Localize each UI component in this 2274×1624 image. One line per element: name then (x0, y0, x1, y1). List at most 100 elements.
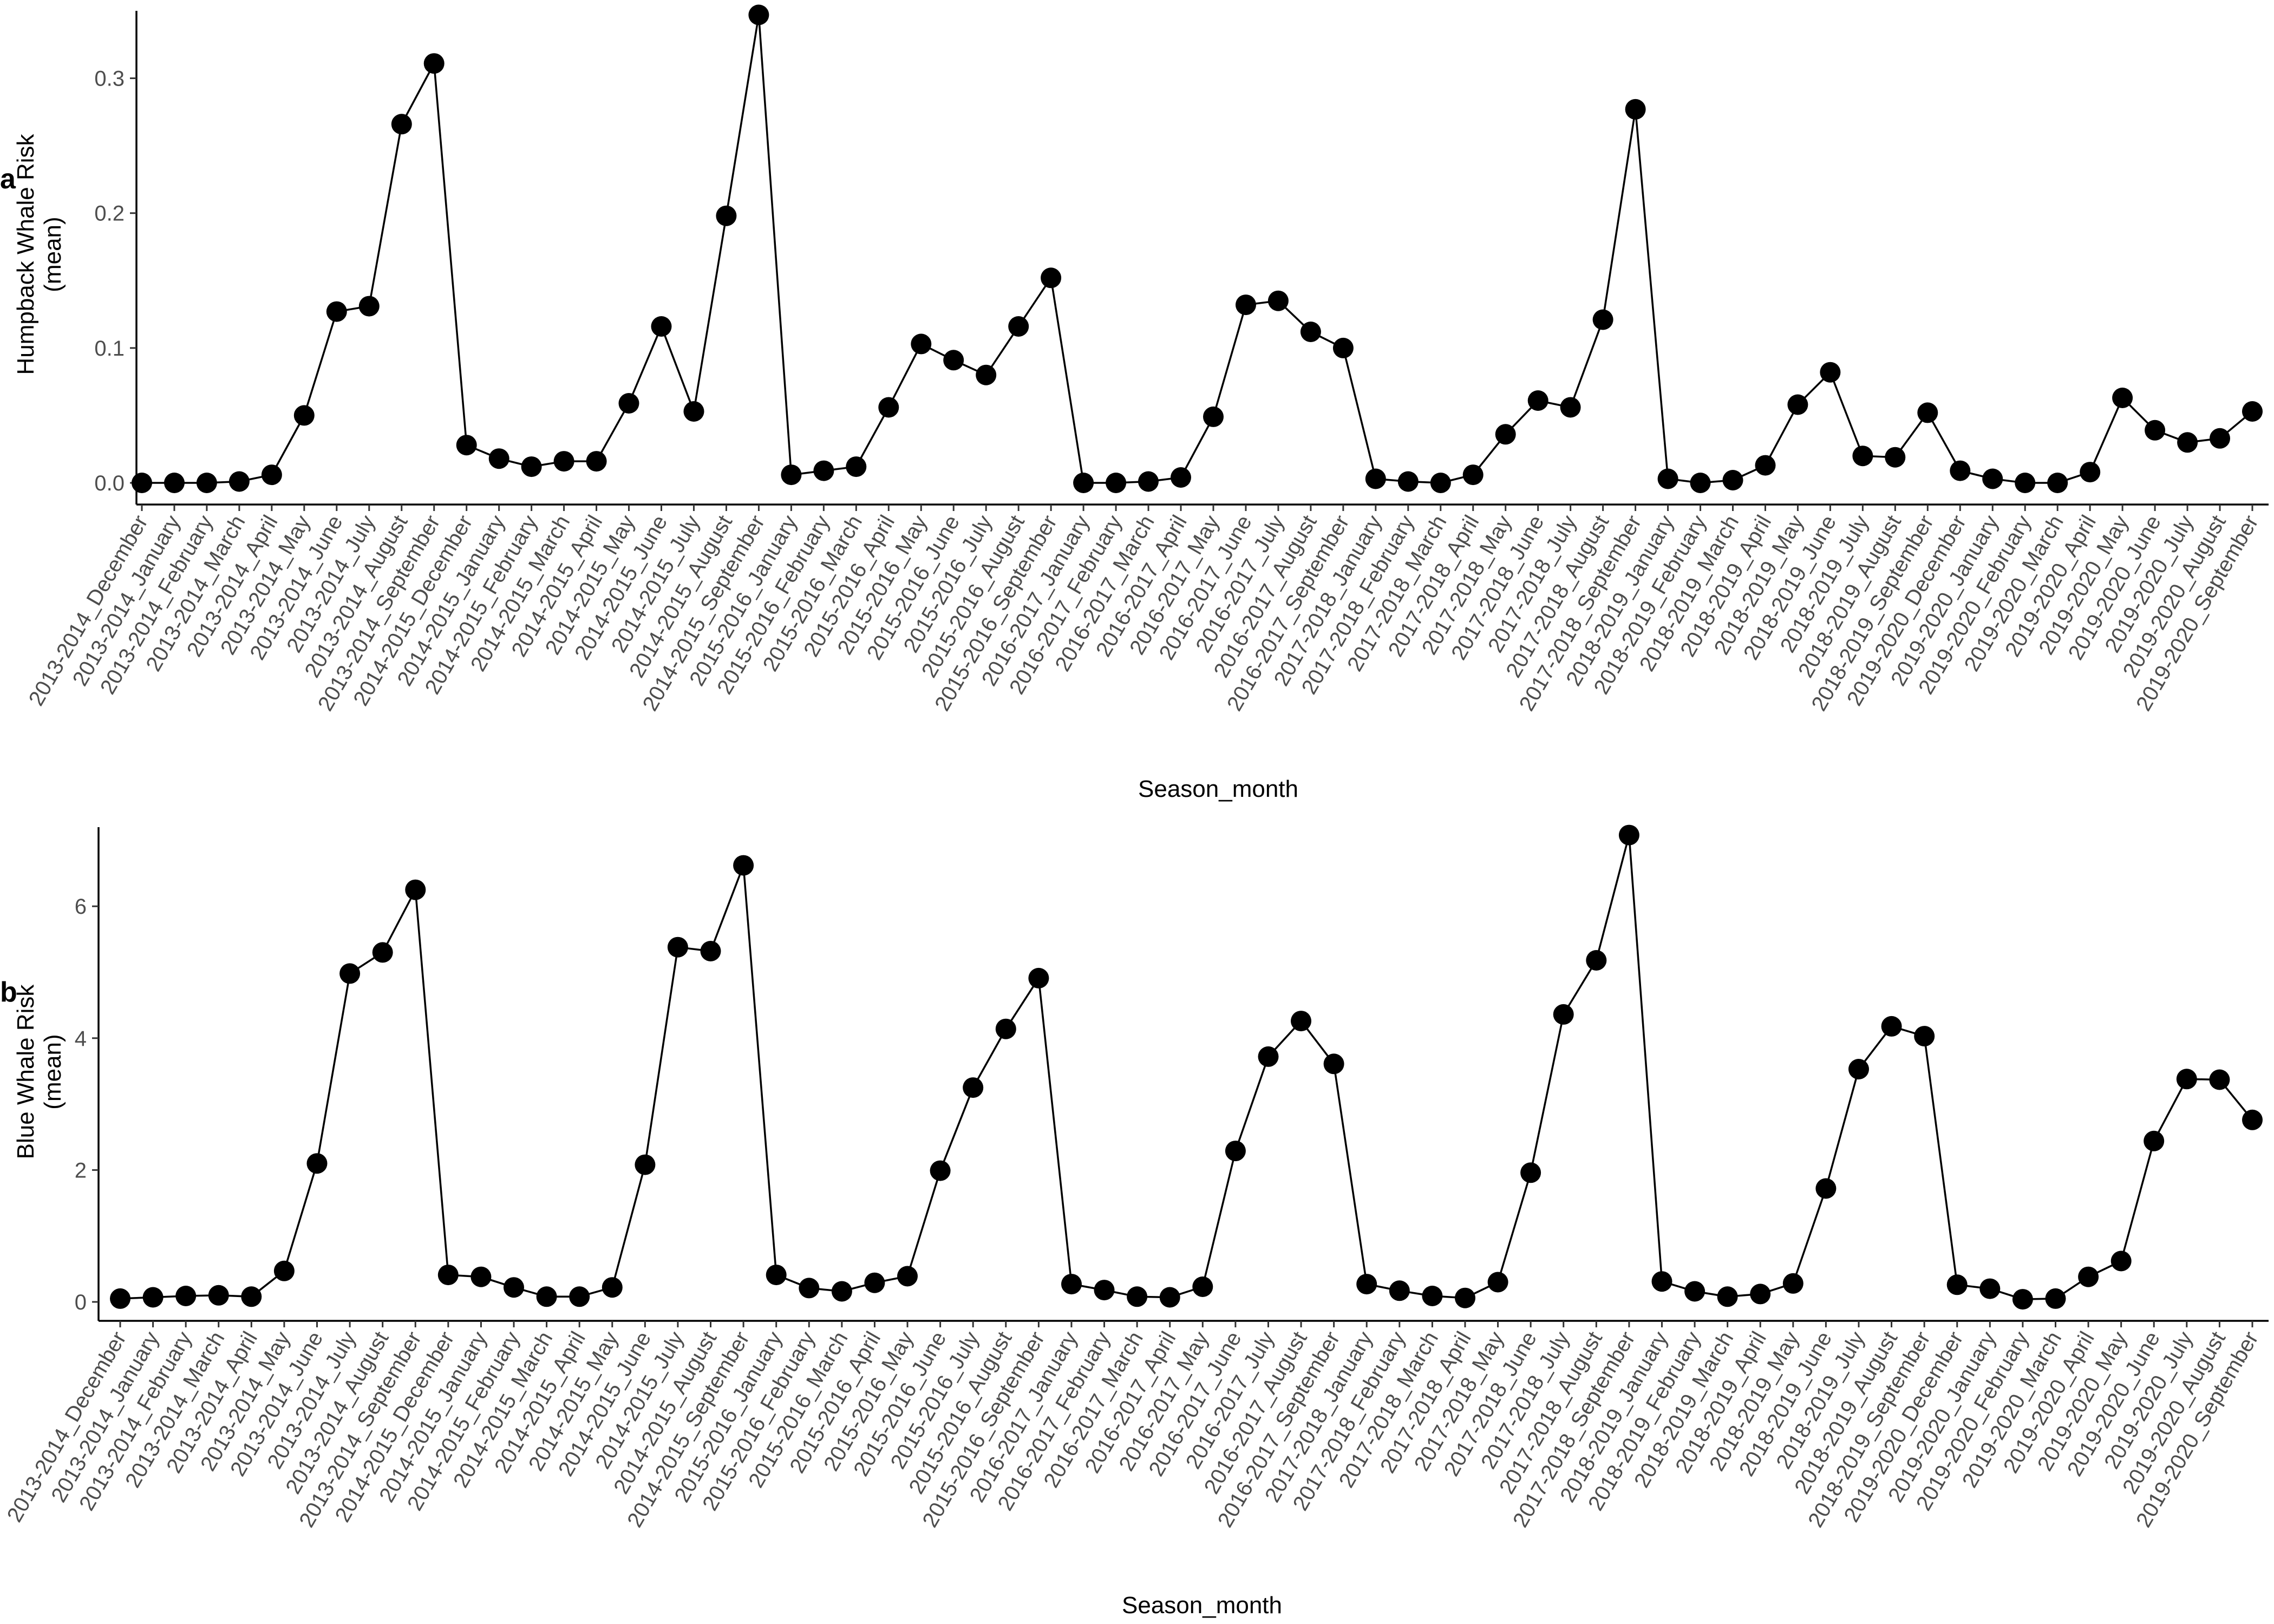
panel-a-data-point (2080, 462, 2101, 483)
panel-b-data-point (1094, 1280, 1115, 1301)
panel-a-data-point (943, 350, 964, 371)
panel-a-data-point (878, 397, 899, 418)
panel-a-y-tick-label: 0.3 (94, 67, 125, 91)
panel-b-data-point (602, 1277, 623, 1298)
panel-b-data-point (142, 1287, 164, 1308)
panel-b-data-point (667, 937, 688, 958)
panel-b-data-point (306, 1153, 328, 1174)
panel-a-data-point (1138, 471, 1159, 492)
panel-b-data-point (1127, 1286, 1148, 1307)
panel-b-data-point (372, 942, 393, 963)
panel-a-data-point (813, 460, 834, 481)
panel-b-data-point (2144, 1130, 2165, 1151)
panel-b-data-point (1881, 1016, 1902, 1037)
panel-b-data-point (1914, 1026, 1935, 1047)
panel-a-data-point (293, 405, 315, 426)
panel-b-data-point (1946, 1274, 1968, 1295)
panel-b-data-point (2242, 1109, 2263, 1130)
panel-b-data-point (1159, 1287, 1180, 1308)
panel-b-data-point (2176, 1069, 2197, 1090)
panel-b-y-axis-title-line2: (mean) (40, 1034, 66, 1109)
panel-b-data-point (1455, 1287, 1475, 1308)
panel-a-data-point (488, 448, 509, 469)
panel-a-y-tick-label: 0.2 (94, 202, 125, 226)
panel-a-data-point (1950, 460, 1971, 481)
panel-a-data-point (1008, 316, 1029, 337)
panel-a-data-point (1300, 322, 1321, 342)
panel-a-data-point (1106, 473, 1127, 493)
panel-a-data-point (1722, 470, 1743, 490)
panel-a-data-point (1820, 362, 1841, 383)
panel-b-data-point (241, 1286, 262, 1307)
panel-a-data-point (1885, 447, 1906, 468)
panel-a-data-point (1625, 99, 1646, 120)
panel-b-series-line (120, 835, 2253, 1300)
panel-a-y-tick-label: 0.0 (94, 472, 125, 495)
panel-a-data-point (846, 456, 867, 477)
panel-b-data-point (1225, 1141, 1246, 1162)
panel-a-data-point (1787, 394, 1808, 415)
panel-b-y-tick-label: 6 (75, 895, 87, 919)
panel-b-data-point (766, 1265, 787, 1286)
panel-a-data-point (1171, 467, 1191, 488)
panel-a-x-axis-title: Season_month (1138, 776, 1298, 802)
panel-a-data-point (1690, 473, 1711, 493)
panel-a-y-tick-label: 0.1 (94, 337, 125, 361)
panel-a-data-point (358, 296, 380, 317)
panel-a-data-point (2015, 473, 2036, 493)
panel-a-data-point (1462, 464, 1484, 486)
panel-a-data-point (1041, 267, 1062, 289)
panel-b-data-point (2209, 1069, 2230, 1090)
panel-a-data-point (976, 364, 997, 385)
panel-a-data-point (1397, 471, 1419, 492)
panel-b-data-point (1389, 1280, 1410, 1301)
panel-a-data-point (1917, 402, 1938, 423)
panel-b-data-point (2045, 1288, 2066, 1309)
panel-b-data-point (175, 1286, 197, 1306)
panel-a-data-point (391, 114, 412, 135)
panel-b-data-point (1618, 824, 1639, 846)
panel-a-y-axis-title-line2: (mean) (40, 217, 66, 292)
panel-b-y-tick-label: 2 (75, 1158, 87, 1182)
panel-a-data-point (1267, 290, 1289, 311)
panel-a-data-point (456, 435, 477, 456)
panel-a-data-point (781, 464, 802, 486)
panel-b-tag: b (0, 977, 17, 1008)
panel-b-data-point (1717, 1286, 1738, 1307)
panel-b-data-point (208, 1285, 229, 1306)
panel-b-data-point (1651, 1271, 1672, 1292)
panel-b-data-point (504, 1277, 524, 1298)
panel-b-data-point (1684, 1281, 1706, 1302)
panel-b-data-point (1061, 1274, 1082, 1295)
panel-b-data-point (864, 1272, 885, 1293)
panel-a-data-point (683, 401, 704, 422)
panel-b-data-point (2012, 1289, 2033, 1310)
panel-a-data-point (2177, 432, 2198, 453)
panel-b-data-point (1750, 1284, 1771, 1305)
panel-b-y-axis-title-line1: Blue Whale Risk (12, 984, 39, 1160)
panel-a-data-point (2210, 428, 2230, 449)
panel-a-data-point (1365, 468, 1386, 489)
panel-b-data-point (799, 1278, 820, 1299)
panel-b-data-point (437, 1265, 459, 1286)
panel-a-data-point (553, 451, 574, 472)
panel-b-data-point (1192, 1276, 1213, 1297)
panel-b-blue-whale-chart: b Blue Whale Risk (mean) Season_month 0 2… (0, 824, 2269, 1619)
panel-b-data-point (471, 1266, 492, 1287)
panel-b-data-point (1815, 1178, 1837, 1199)
panel-b-data-point (1979, 1278, 2001, 1299)
panel-b-data-point (733, 855, 754, 876)
panel-a-data-point (911, 333, 932, 355)
panel-a-data-point (261, 464, 282, 486)
panel-a-data-point (196, 473, 217, 493)
panel-a-data-point (1755, 455, 1776, 476)
panel-b-data-point (897, 1266, 918, 1287)
panel-a-data-point (2047, 473, 2068, 493)
panel-b-data-point (536, 1286, 557, 1307)
panel-b-data-point (1323, 1053, 1344, 1075)
panel-b-data-point (1422, 1286, 1443, 1306)
panel-a-data-point (2242, 401, 2263, 422)
panel-b-data-point (1291, 1011, 1311, 1032)
panel-b-data-point (1782, 1273, 1803, 1294)
